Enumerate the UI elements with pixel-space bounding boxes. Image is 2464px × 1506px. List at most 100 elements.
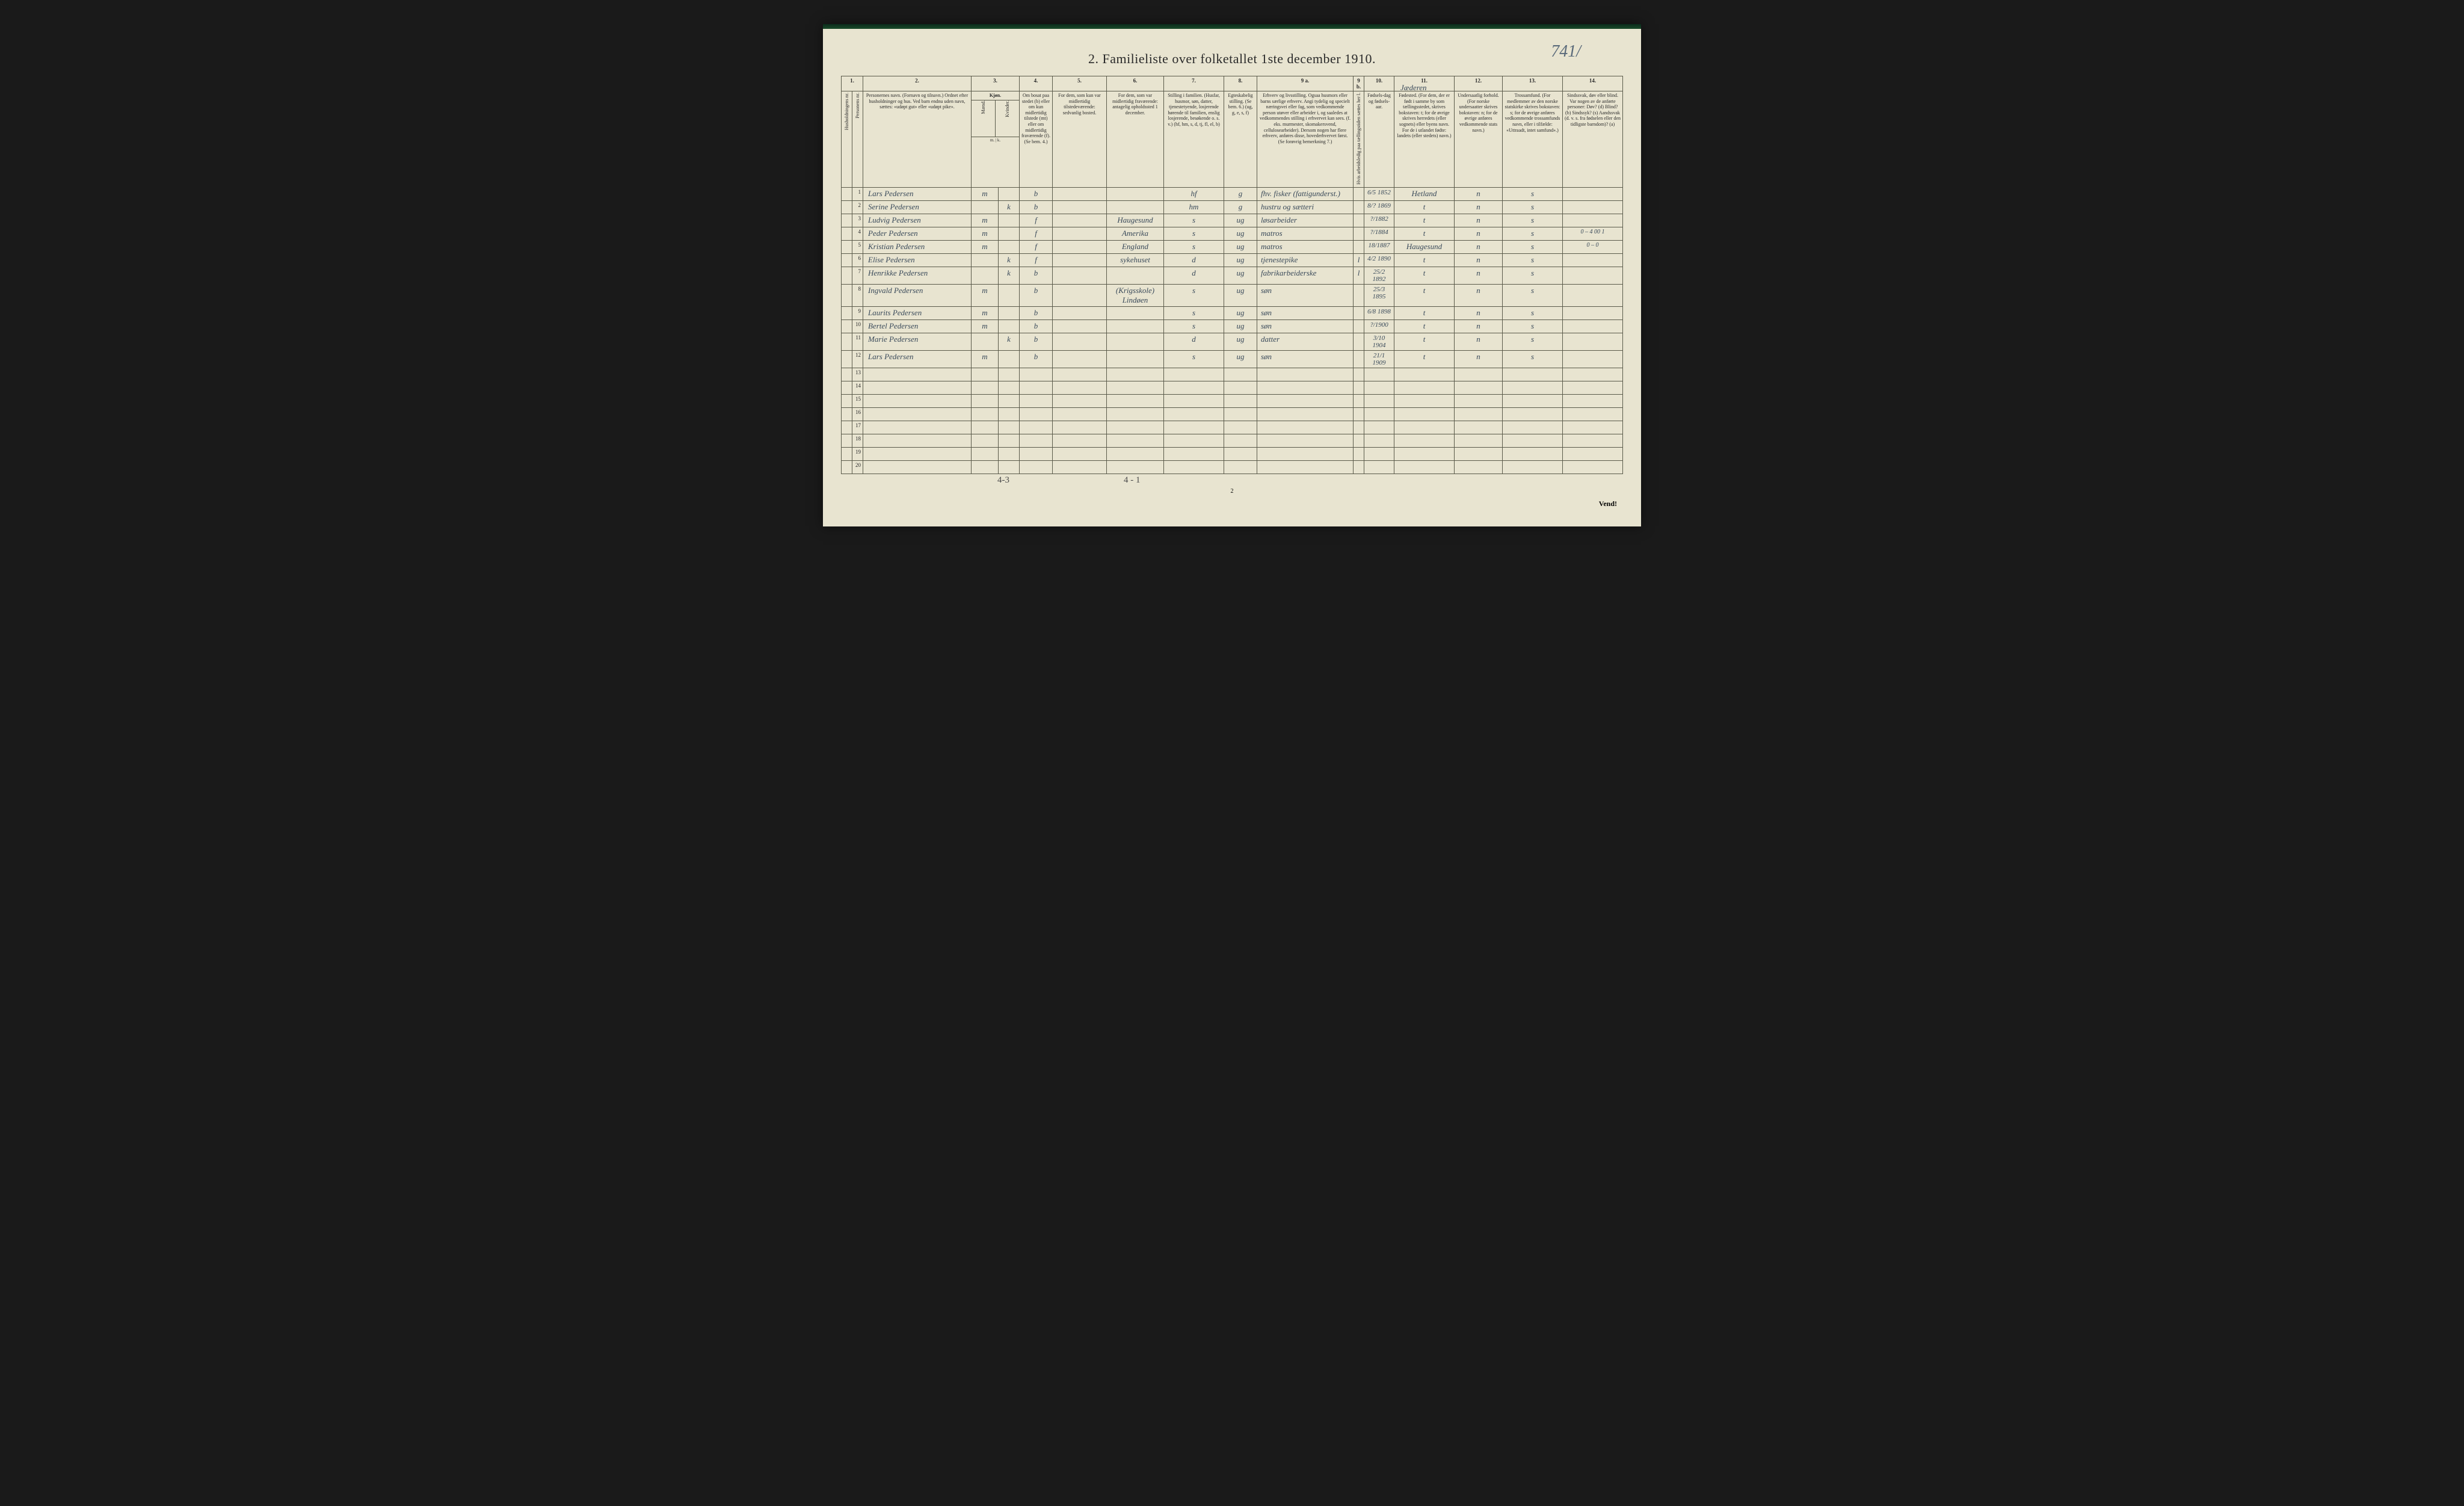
occupation-cell: søn (1257, 285, 1354, 307)
header-unemployed: Hvis arbeidsledig paa tællingstiden sætt… (1354, 91, 1364, 188)
empty-cell (1224, 395, 1257, 408)
person-nr-cell: 2 (852, 201, 863, 214)
empty-cell (1503, 434, 1563, 448)
sex-m-cell (972, 254, 999, 267)
occupation-cell: tjenestepike (1257, 254, 1354, 267)
empty-cell (1503, 368, 1563, 381)
table-header: 1. 2. 3. 4. 5. 6. 7. 8. 9 a. 9 b. 10. 11… (842, 76, 1623, 188)
disability-cell: 0 – 4 00 1 (1563, 227, 1623, 241)
person-nr-cell: 1 (852, 188, 863, 201)
table-row: 11Marie Pedersenkbdugdatter3/10 1904tns (842, 333, 1623, 351)
empty-cell (1257, 448, 1354, 461)
residence-status-cell: b (1020, 351, 1053, 368)
disability-cell: 0 – 0 (1563, 241, 1623, 254)
person-nr-cell: 10 (852, 320, 863, 333)
table-row: 7Henrikke Pedersenkbdugfabrikarbeiderske… (842, 267, 1623, 285)
residence-status-cell: f (1020, 227, 1053, 241)
page-title: 2. Familieliste over folketallet 1ste de… (841, 51, 1623, 67)
birthplace-cell: t (1394, 201, 1455, 214)
header-religion: Trossamfund. (For medlemmer av den norsk… (1503, 91, 1563, 188)
marital-status-cell: ug (1224, 227, 1257, 241)
census-page: 741/ 2. Familieliste over folketallet 1s… (823, 24, 1641, 526)
religion-cell: s (1503, 333, 1563, 351)
name-cell: Elise Pedersen (863, 254, 972, 267)
birthplace-cell: t (1394, 351, 1455, 368)
empty-cell (998, 461, 1019, 474)
empty-cell (1394, 434, 1455, 448)
usual-residence-cell (1053, 351, 1107, 368)
residence-status-cell: b (1020, 333, 1053, 351)
empty-cell (1224, 408, 1257, 421)
empty-cell (1394, 461, 1455, 474)
residence-status-cell: b (1020, 267, 1053, 285)
empty-cell (1364, 395, 1394, 408)
colnum-6: 6. (1107, 76, 1164, 91)
disability-cell (1563, 307, 1623, 320)
colnum-10: 10. (1364, 76, 1394, 91)
empty-cell (1257, 395, 1354, 408)
empty-cell (1224, 381, 1257, 395)
religion-cell: s (1503, 285, 1563, 307)
header-label-row: Husholdningens nr. Personens nr. Persone… (842, 91, 1623, 188)
usual-residence-cell (1053, 227, 1107, 241)
birthdate-cell: ?/1900 (1364, 320, 1394, 333)
table-row: 4Peder PedersenmfAmerikasugmatros?/1884t… (842, 227, 1623, 241)
empty-cell (1563, 448, 1623, 461)
birthplace-cell: t (1394, 320, 1455, 333)
header-sex: Kjøn. Mænd. Kvinder. m. | k. (972, 91, 1020, 188)
unemployed-cell: l (1354, 267, 1364, 285)
empty-cell (1394, 448, 1455, 461)
sex-k-cell (998, 307, 1019, 320)
religion-cell: s (1503, 307, 1563, 320)
sex-m-cell: m (972, 351, 999, 368)
colnum-9b: 9 b. (1354, 76, 1364, 91)
occupation-cell: søn (1257, 307, 1354, 320)
occupation-cell: fabrikarbeiderske (1257, 267, 1354, 285)
disability-cell (1563, 201, 1623, 214)
empty-cell (1354, 421, 1364, 434)
header-family-position: Stilling i familien. (Husfar, husmor, sø… (1164, 91, 1224, 188)
religion-cell: s (1503, 254, 1563, 267)
header-occupation: Erhverv og livsstilling. Ogsaa husmors e… (1257, 91, 1354, 188)
empty-cell (998, 421, 1019, 434)
nationality-cell: n (1455, 227, 1503, 241)
whereabouts-cell: sykehuset (1107, 254, 1164, 267)
empty-cell (863, 448, 972, 461)
birthdate-cell: 4/2 1890 (1364, 254, 1394, 267)
empty-cell (972, 421, 999, 434)
empty-cell (1364, 368, 1394, 381)
marital-status-cell: ug (1224, 285, 1257, 307)
empty-cell (1503, 395, 1563, 408)
household-nr-cell (842, 408, 852, 421)
empty-cell (1455, 368, 1503, 381)
person-nr-cell: 12 (852, 351, 863, 368)
nationality-cell: n (1455, 214, 1503, 227)
name-cell: Laurits Pedersen (863, 307, 972, 320)
occupation-cell: hustru og sætteri (1257, 201, 1354, 214)
person-nr-cell: 4 (852, 227, 863, 241)
empty-cell (1257, 381, 1354, 395)
table-row: 1Lars Pedersenmbhfgfhv. fisker (fattigun… (842, 188, 1623, 201)
unemployed-cell (1354, 333, 1364, 351)
family-position-cell: s (1164, 214, 1224, 227)
name-cell: Peder Pedersen (863, 227, 972, 241)
birthdate-cell: 18/1887 (1364, 241, 1394, 254)
nationality-cell: n (1455, 254, 1503, 267)
usual-residence-cell (1053, 307, 1107, 320)
empty-cell (1394, 408, 1455, 421)
marital-status-cell: ug (1224, 267, 1257, 285)
person-nr-cell: 7 (852, 267, 863, 285)
sex-k-cell (998, 214, 1019, 227)
empty-cell (1394, 368, 1455, 381)
empty-cell (1503, 408, 1563, 421)
family-position-cell: hf (1164, 188, 1224, 201)
nationality-cell: n (1455, 285, 1503, 307)
vend-instruction: Vend! (841, 499, 1623, 508)
empty-cell (863, 434, 972, 448)
table-row-empty: 16 (842, 408, 1623, 421)
empty-cell (1107, 434, 1164, 448)
religion-cell: s (1503, 201, 1563, 214)
sex-m-cell: m (972, 214, 999, 227)
empty-cell (863, 395, 972, 408)
disability-cell (1563, 285, 1623, 307)
